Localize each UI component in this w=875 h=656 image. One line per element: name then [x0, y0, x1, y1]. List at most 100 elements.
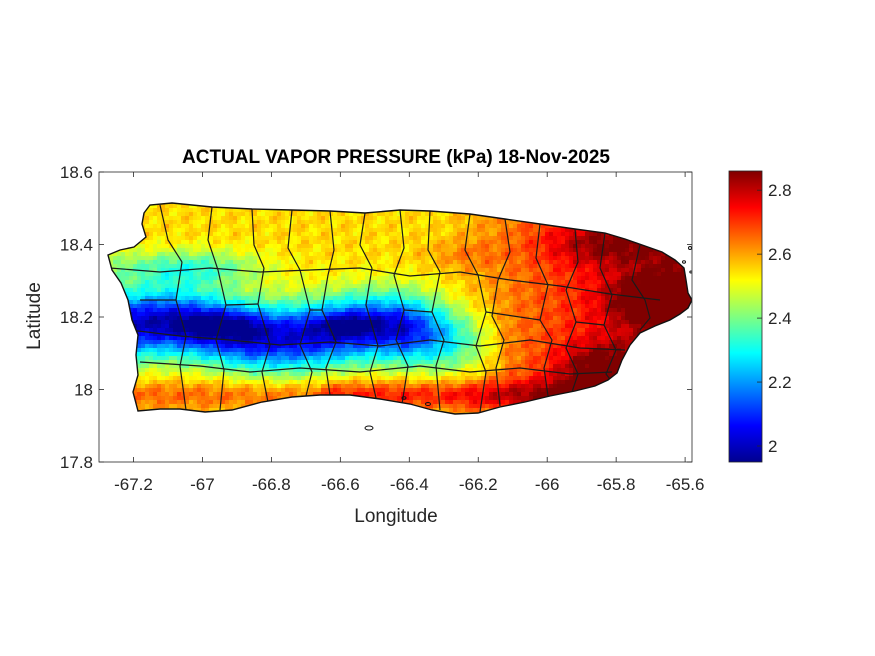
field-cell: [409, 316, 414, 321]
field-cell: [385, 256, 390, 261]
field-cell: [489, 224, 494, 229]
field-cell: [393, 324, 398, 329]
field-cell: [501, 240, 506, 245]
field-cell: [593, 300, 598, 305]
field-cell: [421, 256, 426, 261]
field-cell: [609, 236, 614, 241]
field-cell: [209, 324, 214, 329]
field-cell: [369, 240, 374, 245]
field-cell: [437, 216, 442, 221]
field-cell: [289, 296, 294, 301]
field-cell: [153, 240, 158, 245]
field-cell: [145, 320, 150, 325]
field-cell: [437, 296, 442, 301]
field-cell: [345, 328, 350, 333]
field-cell: [161, 264, 166, 269]
field-cell: [517, 304, 522, 309]
field-cell: [197, 312, 202, 317]
field-cell: [129, 304, 134, 309]
field-cell: [693, 280, 697, 284]
field-cell: [673, 312, 678, 317]
field-cell: [633, 304, 638, 309]
field-cell: [621, 304, 626, 309]
field-cell: [357, 328, 362, 333]
field-cell: [649, 264, 654, 269]
field-cell: [213, 312, 218, 317]
field-cell: [321, 212, 326, 217]
field-cell: [661, 280, 666, 285]
field-cell: [621, 300, 626, 305]
field-cell: [313, 324, 318, 329]
field-cell: [209, 240, 214, 245]
field-cell: [341, 276, 346, 281]
field-cell: [221, 252, 226, 257]
field-cell: [317, 276, 322, 281]
field-cell: [625, 252, 630, 257]
field-cell: [269, 316, 274, 321]
field-cell: [241, 228, 246, 233]
field-cell: [193, 332, 198, 337]
field-cell: [173, 244, 178, 249]
field-cell: [497, 220, 502, 225]
field-cell: [265, 280, 270, 285]
field-cell: [489, 296, 494, 301]
field-cell: [641, 292, 646, 297]
field-cell: [473, 232, 478, 237]
field-cell: [173, 296, 178, 301]
field-cell: [441, 248, 446, 253]
field-cell: [513, 268, 518, 273]
field-cell: [681, 268, 686, 273]
field-cell: [249, 236, 254, 241]
field-cell: [641, 300, 646, 305]
field-cell: [233, 232, 238, 237]
field-cell: [481, 308, 486, 313]
field-cell: [381, 328, 386, 333]
field-cell: [297, 280, 302, 285]
field-cell: [473, 316, 478, 321]
field-cell: [589, 320, 594, 325]
field-cell: [501, 272, 506, 277]
field-cell: [425, 228, 430, 233]
field-cell: [257, 332, 262, 337]
field-cell: [397, 244, 402, 249]
field-cell: [529, 264, 534, 269]
field-cell: [289, 332, 294, 337]
field-cell: [273, 232, 278, 237]
field-cell: [621, 284, 626, 289]
field-cell: [129, 252, 134, 257]
field-cell: [521, 236, 526, 241]
field-cell: [245, 308, 250, 313]
field-cell: [313, 216, 318, 221]
field-cell: [497, 272, 502, 277]
field-cell: [205, 324, 210, 329]
field-cell: [561, 292, 566, 297]
field-cell: [389, 296, 394, 301]
field-cell: [421, 264, 426, 269]
field-cell: [225, 332, 230, 337]
field-cell: [353, 284, 358, 289]
field-cell: [261, 220, 266, 225]
field-cell: [601, 236, 606, 241]
field-cell: [241, 276, 246, 281]
field-cell: [641, 288, 646, 293]
field-cell: [285, 316, 290, 321]
field-cell: [497, 292, 502, 297]
field-cell: [297, 328, 302, 333]
field-cell: [429, 324, 434, 329]
field-cell: [401, 284, 406, 289]
field-cell: [521, 244, 526, 249]
field-cell: [365, 280, 370, 285]
field-cell: [393, 248, 398, 253]
field-cell: [245, 248, 250, 253]
field-cell: [233, 212, 238, 217]
field-cell: [485, 304, 490, 309]
field-cell: [273, 296, 278, 301]
field-cell: [337, 328, 342, 333]
field-cell: [265, 256, 270, 261]
field-cell: [389, 320, 394, 325]
field-cell: [317, 320, 322, 325]
field-cell: [161, 220, 166, 225]
field-cell: [449, 304, 454, 309]
field-cell: [237, 316, 242, 321]
field-cell: [321, 292, 326, 297]
